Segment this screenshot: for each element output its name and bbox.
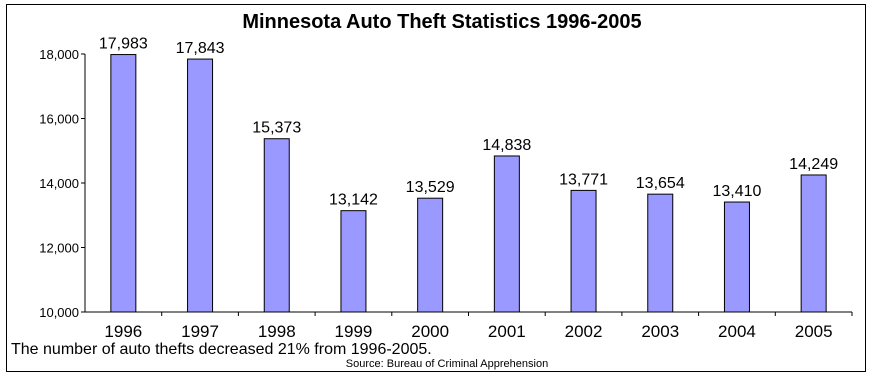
bar <box>570 189 597 313</box>
y-tick-label: 14,000 <box>39 176 79 191</box>
x-tick-label: 2001 <box>488 322 526 341</box>
data-label: 14,249 <box>789 156 838 173</box>
data-label: 15,373 <box>252 120 301 137</box>
x-tick-label: 1997 <box>181 322 219 341</box>
x-tick-label: 1999 <box>335 322 373 341</box>
bar <box>723 201 750 313</box>
data-label: 13,142 <box>329 192 378 209</box>
bar <box>647 193 674 313</box>
x-tick-label: 2002 <box>565 322 603 341</box>
data-label: 13,771 <box>559 171 608 188</box>
data-label: 17,983 <box>99 36 148 53</box>
source-note: Source: Bureau of Criminal Apprehension <box>346 358 548 370</box>
data-label: 13,654 <box>636 175 685 192</box>
chart-frame: Minnesota Auto Theft Statistics 1996-200… <box>6 4 866 372</box>
bar <box>263 138 290 313</box>
y-tick-label: 10,000 <box>39 305 79 320</box>
chart-title: Minnesota Auto Theft Statistics 1996-200… <box>242 11 641 33</box>
data-label: 13,410 <box>712 183 761 200</box>
y-tick-label: 18,000 <box>39 47 79 62</box>
data-label: 14,838 <box>482 137 531 154</box>
x-tick-label: 2000 <box>411 322 449 341</box>
x-tick-label: 2003 <box>641 322 679 341</box>
x-tick-label: 2005 <box>795 322 833 341</box>
y-tick-label: 16,000 <box>39 112 79 127</box>
bar <box>493 155 520 313</box>
bar-chart: Minnesota Auto Theft Statistics 1996-200… <box>11 11 853 370</box>
data-label: 13,529 <box>406 179 455 196</box>
bar <box>417 197 444 313</box>
bar <box>187 58 214 313</box>
data-label: 17,843 <box>176 40 225 57</box>
bar <box>340 210 367 313</box>
chart-caption: The number of auto thefts decreased 21% … <box>11 341 432 358</box>
plot-area: 10,000 12,000 14,000 16,000 18,000 17,983 1996… <box>39 36 853 341</box>
x-tick-label: 2004 <box>718 322 756 341</box>
bar <box>800 174 827 313</box>
y-tick-label: 12,000 <box>39 241 79 256</box>
bar <box>110 54 137 313</box>
x-tick-label: 1998 <box>258 322 296 341</box>
x-tick-label: 1996 <box>104 322 142 341</box>
